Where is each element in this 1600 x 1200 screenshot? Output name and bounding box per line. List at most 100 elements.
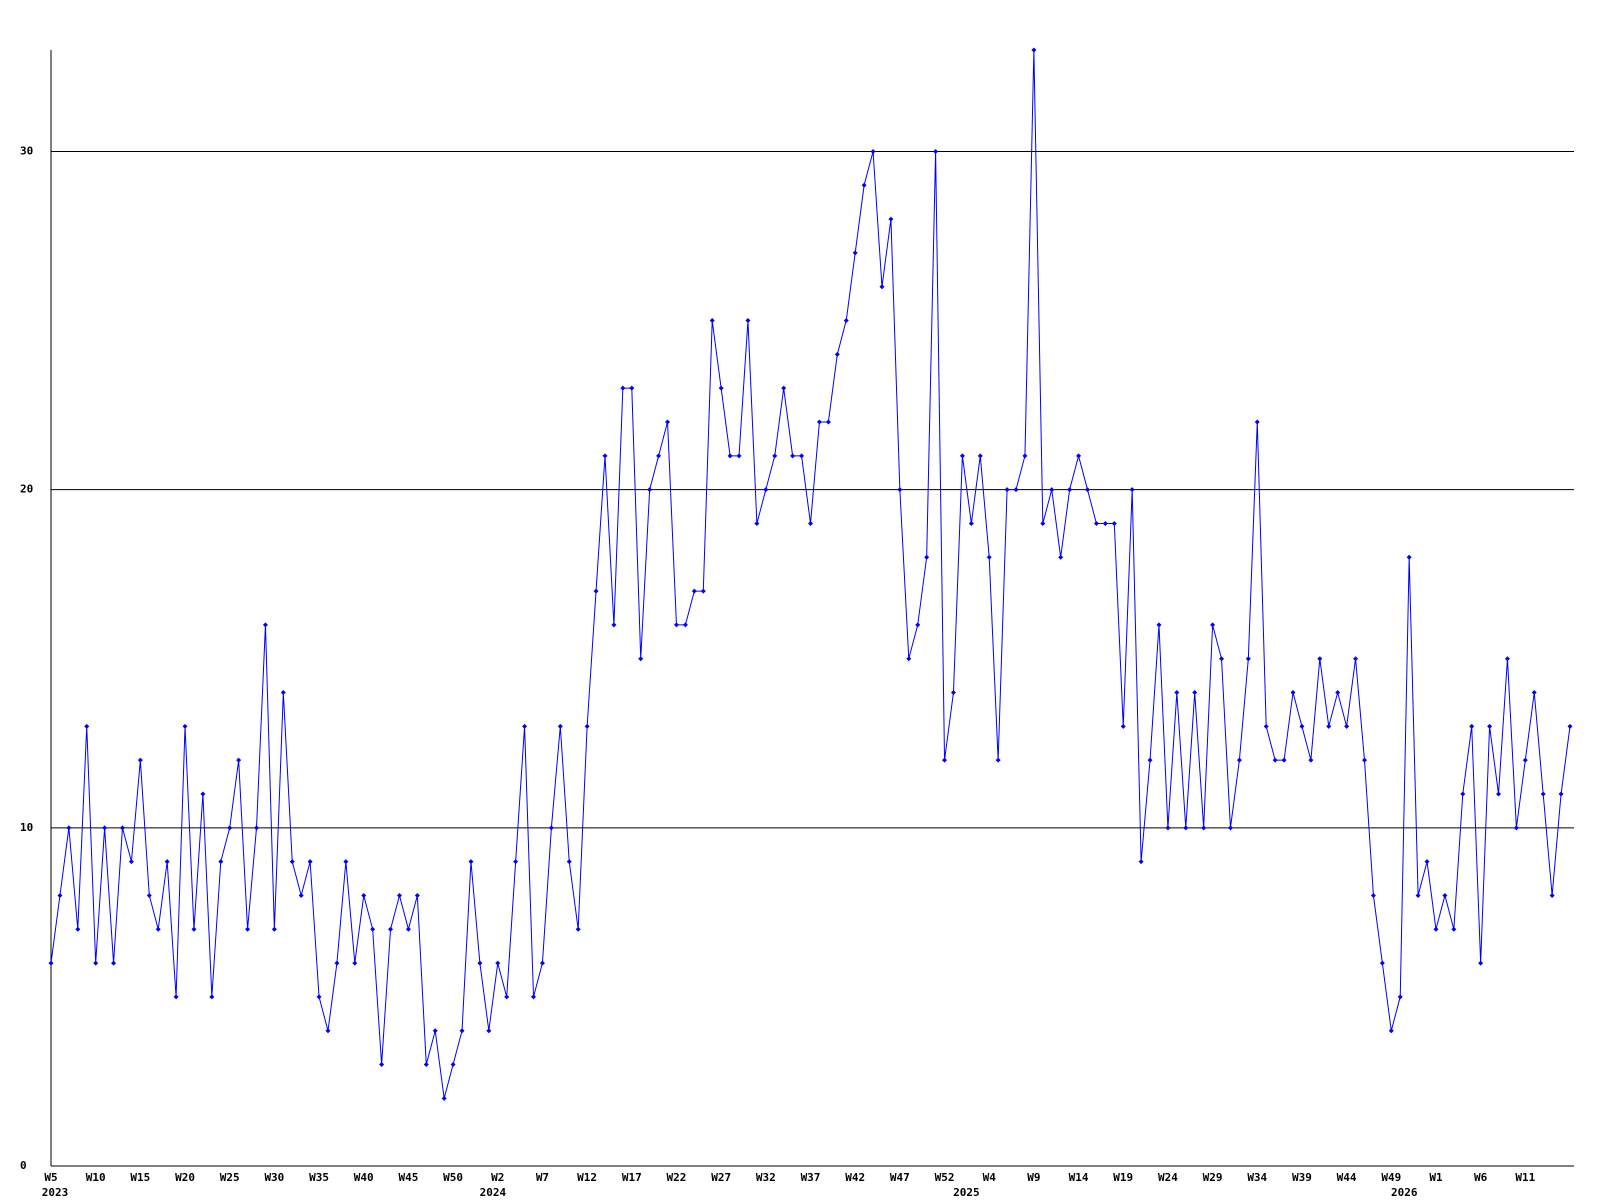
point: [1263, 723, 1269, 729]
x-tick-label: W22: [667, 1171, 687, 1184]
y-tick-label: 30: [20, 144, 33, 157]
year-label: 2026: [1391, 1186, 1418, 1199]
point: [1308, 757, 1314, 763]
point: [388, 926, 394, 932]
point: [495, 960, 501, 966]
point: [584, 723, 590, 729]
point: [289, 859, 295, 865]
point: [995, 757, 1001, 763]
point: [1227, 825, 1233, 831]
point: [57, 892, 63, 898]
point: [816, 419, 822, 425]
point: [200, 791, 206, 797]
point: [808, 520, 813, 526]
point: [1353, 656, 1359, 662]
point: [548, 825, 554, 831]
point: [280, 690, 286, 696]
x-tick-label: W5: [44, 1171, 57, 1184]
point: [1469, 723, 1475, 729]
point: [218, 859, 224, 865]
point: [1558, 791, 1564, 797]
point: [1201, 825, 1207, 831]
point: [673, 622, 679, 628]
point: [1129, 487, 1135, 493]
point: [977, 453, 983, 459]
point: [1111, 520, 1117, 526]
point: [227, 825, 233, 831]
y-tick-label: 10: [20, 821, 33, 834]
point: [352, 960, 358, 966]
point: [1531, 690, 1537, 696]
x-tick-label: W7: [536, 1171, 549, 1184]
point: [477, 960, 483, 966]
x-tick-label: W34: [1247, 1171, 1267, 1184]
point: [1406, 554, 1412, 560]
x-tick-label: W47: [890, 1171, 910, 1184]
point: [1040, 520, 1046, 526]
point: [334, 960, 340, 966]
x-tick-label: W25: [220, 1171, 240, 1184]
point: [781, 385, 787, 391]
point: [128, 859, 134, 865]
point: [245, 926, 251, 932]
point: [1013, 487, 1019, 493]
y-tick-label: 0: [20, 1159, 27, 1172]
point: [924, 554, 930, 560]
point: [843, 318, 849, 324]
x-tick-label: W44: [1337, 1171, 1357, 1184]
point: [1478, 960, 1484, 966]
point: [1093, 520, 1099, 526]
point: [1567, 723, 1573, 729]
point: [1317, 656, 1323, 662]
point: [1361, 757, 1367, 763]
point: [513, 859, 519, 865]
point: [1138, 859, 1144, 865]
point: [718, 385, 724, 391]
point: [834, 351, 840, 357]
point: [254, 825, 260, 831]
point: [486, 1028, 492, 1034]
point: [1522, 757, 1528, 763]
point: [1513, 825, 1519, 831]
point: [1344, 723, 1350, 729]
point: [566, 859, 572, 865]
point: [111, 960, 117, 966]
point: [1210, 622, 1216, 628]
point: [414, 892, 420, 898]
point: [164, 859, 170, 865]
point: [539, 960, 545, 966]
x-tick-label: W32: [756, 1171, 776, 1184]
point: [772, 453, 778, 459]
point: [968, 520, 974, 526]
point: [450, 1062, 456, 1068]
point: [1156, 622, 1162, 628]
year-label: 2025: [953, 1186, 980, 1199]
point: [1004, 487, 1010, 493]
point: [852, 250, 858, 256]
point: [1549, 892, 1555, 898]
point: [459, 1028, 465, 1034]
point: [432, 1028, 438, 1034]
point: [1272, 757, 1278, 763]
point: [1460, 791, 1466, 797]
point: [137, 757, 143, 763]
point: [1236, 757, 1242, 763]
point: [1335, 690, 1341, 696]
x-tick-label: W15: [130, 1171, 150, 1184]
point: [173, 994, 179, 1000]
point: [1299, 723, 1305, 729]
point: [182, 723, 188, 729]
point: [790, 453, 796, 459]
point: [1147, 757, 1153, 763]
x-tick-label: W6: [1474, 1171, 1488, 1184]
point: [1415, 892, 1421, 898]
point: [736, 453, 742, 459]
year-label: 2024: [480, 1186, 507, 1199]
x-tick-label: W42: [845, 1171, 865, 1184]
x-tick-label: W12: [577, 1171, 597, 1184]
point: [1076, 453, 1082, 459]
x-tick-label: W10: [86, 1171, 106, 1184]
x-tick-label: W30: [264, 1171, 284, 1184]
point: [84, 723, 90, 729]
